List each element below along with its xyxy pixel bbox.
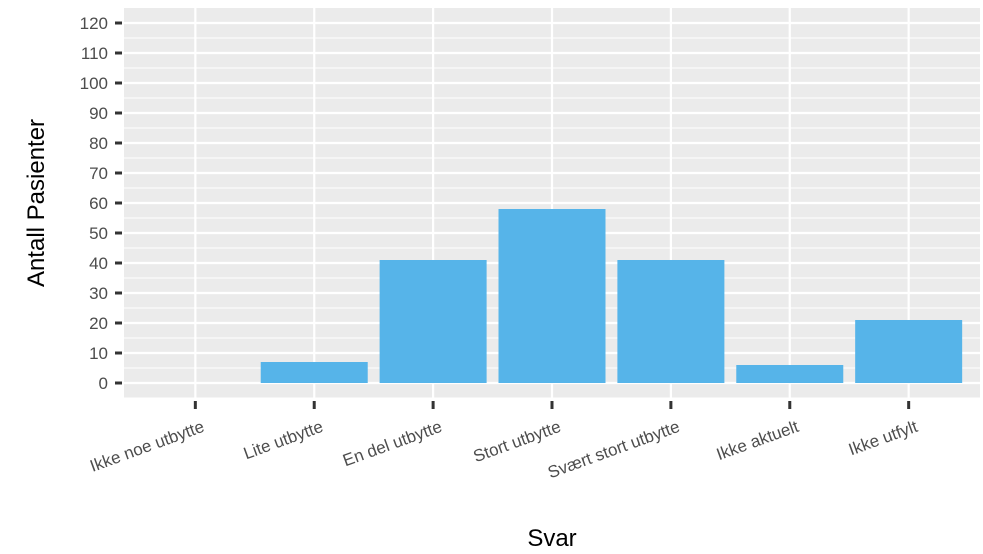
y-axis-title: Antall Pasienter bbox=[23, 119, 50, 287]
x-tick-label: Ikke aktuelt bbox=[714, 417, 802, 464]
x-tick-label: Ikke noe utbytte bbox=[87, 417, 206, 476]
bar bbox=[379, 260, 487, 383]
y-tick-label: 100 bbox=[80, 74, 108, 93]
y-axis: 0 10 20 30 40 50 60 70 80 90 100 110 120 bbox=[80, 14, 122, 393]
x-tick-label: Lite utbytte bbox=[241, 417, 326, 463]
bar bbox=[855, 320, 963, 383]
y-tick-label: 20 bbox=[89, 314, 108, 333]
x-tick-label: Svært stort utbytte bbox=[545, 417, 682, 482]
x-tick-label: En del utbytte bbox=[340, 417, 444, 470]
y-tick-label: 0 bbox=[99, 374, 108, 393]
y-tick-label: 60 bbox=[89, 194, 108, 213]
x-axis-title: Svar bbox=[527, 525, 576, 552]
y-tick-label: 40 bbox=[89, 254, 108, 273]
y-tick-label: 30 bbox=[89, 284, 108, 303]
x-tick-label: Ikke utfylt bbox=[846, 417, 920, 460]
bar bbox=[260, 362, 368, 383]
y-tick-label: 10 bbox=[89, 344, 108, 363]
y-tick-label: 80 bbox=[89, 134, 108, 153]
y-tick-label: 90 bbox=[89, 104, 108, 123]
y-tick-label: 50 bbox=[89, 224, 108, 243]
bar bbox=[617, 260, 725, 383]
y-tick-label: 70 bbox=[89, 164, 108, 183]
y-tick-label: 110 bbox=[81, 44, 108, 63]
x-axis: Ikke noe utbytte Lite utbytte En del utbyt… bbox=[87, 401, 920, 482]
bar bbox=[498, 209, 606, 383]
y-tick-label: 120 bbox=[80, 14, 108, 33]
bar bbox=[736, 365, 844, 383]
x-tick-label: Stort utbytte bbox=[471, 417, 564, 466]
bars bbox=[260, 209, 963, 383]
